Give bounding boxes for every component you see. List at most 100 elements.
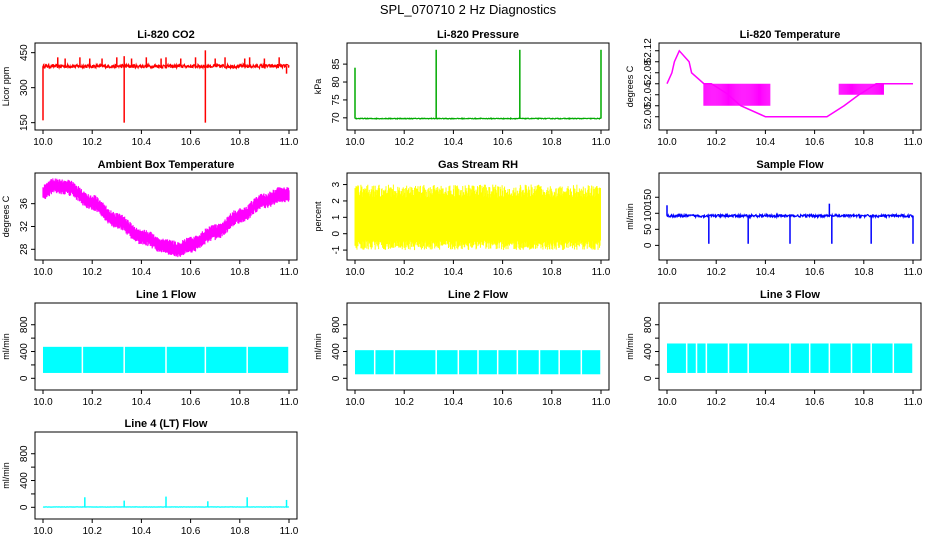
x-tick-label-line3-1: 10.2 [706,397,726,408]
series-line2 [355,349,602,376]
plot-frame-line4 [34,431,298,520]
y-tick-label-sample-1: 50 [643,223,654,235]
x-tick-label-pressure-1: 10.2 [394,137,414,148]
y-tick-label-ambient-1: 32 [19,220,30,232]
x-tick-label-co2-1: 10.2 [82,137,102,148]
x-tick-label-rh-4: 10.8 [542,267,562,278]
y-tick-label-line3-2: 800 [643,316,654,333]
oscillation-0 [703,83,771,106]
panel-pressure: Li-820 Pressure kPa 10.0 10.2 10.4 10.6 10.8 11… [313,29,611,148]
y-tick-label-line1-1: 400 [19,343,30,360]
x-tick-label-sample-1: 10.2 [706,267,726,278]
y-axis-label-temperature: degrees C [625,65,635,107]
y-tick-label-rh-0: -1 [331,245,342,254]
series-ambient [42,178,290,258]
y-tick-label-temperature-0: 52.00 [643,104,654,129]
x-tick-label-rh-3: 10.6 [493,267,513,278]
oscillation-1 [838,83,884,95]
x-tick-label-line2-1: 10.2 [394,397,414,408]
panel-title-line2: Line 2 Flow [448,289,508,301]
x-tick-label-line2-4: 10.8 [542,397,562,408]
y-tick-label-pressure-2: 80 [331,76,342,88]
x-tick-label-temperature-3: 10.6 [805,137,825,148]
panel-title-line4: Line 4 (LT) Flow [125,418,208,430]
plot-frame-line1 [34,302,298,391]
series-line1 [43,345,290,374]
x-tick-label-rh-5: 11.0 [592,267,611,278]
plot-frame-temperature [658,42,922,131]
panel-title-co2: Li-820 CO2 [137,29,194,41]
x-tick-label-ambient-0: 10.0 [33,267,53,278]
x-tick-label-line1-5: 11.0 [280,397,299,408]
series-temperature [666,49,913,118]
x-tick-label-temperature-2: 10.4 [756,137,776,148]
panel-title-pressure: Li-820 Pressure [437,29,519,41]
x-tick-label-line1-3: 10.6 [181,397,201,408]
x-tick-label-co2-4: 10.8 [230,137,250,148]
plot-frame-ambient [34,172,298,261]
panel-title-temperature: Li-820 Temperature [740,29,841,41]
y-tick-label-pressure-3: 85 [331,58,342,70]
x-tick-label-rh-2: 10.4 [444,267,464,278]
panel-rh: Gas Stream RH percent 10.0 10.2 10.4 10.6 10.8… [313,159,611,278]
x-tick-label-line4-5: 11.0 [280,526,299,537]
plot-frame-line2 [346,302,610,391]
y-tick-label-line2-0: 0 [331,375,342,381]
series-line-sample [666,212,914,220]
x-tick-label-temperature-0: 10.0 [657,137,677,148]
x-tick-label-sample-5: 11.0 [904,267,923,278]
x-tick-label-pressure-5: 11.0 [592,137,611,148]
x-tick-label-line4-0: 10.0 [33,526,53,537]
figure-title: SPL_070710 2 Hz Diagnostics [379,2,557,17]
series-sample [666,203,914,244]
panel-title-line3: Line 3 Flow [760,289,820,301]
x-tick-label-line2-3: 10.6 [493,397,513,408]
x-tick-label-co2-3: 10.6 [181,137,201,148]
panel-title-line1: Line 1 Flow [136,289,196,301]
y-axis-label-co2: Licor ppm [1,67,11,107]
x-tick-label-pressure-3: 10.6 [493,137,513,148]
plot-frame-pressure [346,42,610,131]
panel-title-ambient: Ambient Box Temperature [98,159,235,171]
y-tick-label-line3-1: 400 [643,343,654,360]
y-tick-label-line2-1: 400 [331,343,342,360]
y-axis-label-sample: ml/min [625,203,635,230]
y-tick-label-rh-3: 2 [331,198,342,204]
panel-line2: Line 2 Flow ml/min 10.0 10.2 10.4 10.6 10.8 11.… [313,289,611,408]
x-tick-label-line4-3: 10.6 [181,526,201,537]
y-tick-label-rh-1: 0 [331,230,342,236]
x-tick-label-co2-0: 10.0 [33,137,53,148]
x-tick-label-line4-1: 10.2 [82,526,102,537]
x-tick-label-temperature-4: 10.8 [854,137,874,148]
y-tick-label-pressure-1: 75 [331,94,342,106]
x-tick-label-line3-4: 10.8 [854,397,874,408]
x-tick-label-line1-2: 10.4 [132,397,152,408]
x-tick-label-temperature-5: 11.0 [904,137,923,148]
y-axis-label-line3: ml/min [625,333,635,360]
y-tick-label-ambient-0: 28 [19,243,30,255]
plot-frame-line3 [658,302,922,391]
panel-title-rh: Gas Stream RH [438,159,518,171]
x-tick-label-pressure-4: 10.8 [542,137,562,148]
series-line-pressure [354,117,601,121]
y-tick-label-temperature-2: 52.08 [643,60,654,85]
series-band-ambient [42,178,290,258]
series-line4 [42,496,290,508]
x-tick-label-pressure-2: 10.4 [444,137,464,148]
y-axis-label-line1: ml/min [1,333,11,360]
x-tick-label-ambient-1: 10.2 [82,267,102,278]
x-tick-label-ambient-4: 10.8 [230,267,250,278]
x-tick-label-line2-2: 10.4 [444,397,464,408]
x-tick-label-line1-4: 10.8 [230,397,250,408]
x-tick-label-ambient-2: 10.4 [132,267,152,278]
x-tick-label-sample-3: 10.6 [805,267,825,278]
x-tick-label-ambient-3: 10.6 [181,267,201,278]
x-tick-label-line4-2: 10.4 [132,526,152,537]
x-tick-label-temperature-1: 10.2 [706,137,726,148]
plot-frame-rh [346,172,610,261]
series-co2 [42,50,290,123]
series-rh [354,184,602,251]
panel-line3: Line 3 Flow ml/min 10.0 10.2 10.4 10.6 10.8 11.… [625,289,923,408]
